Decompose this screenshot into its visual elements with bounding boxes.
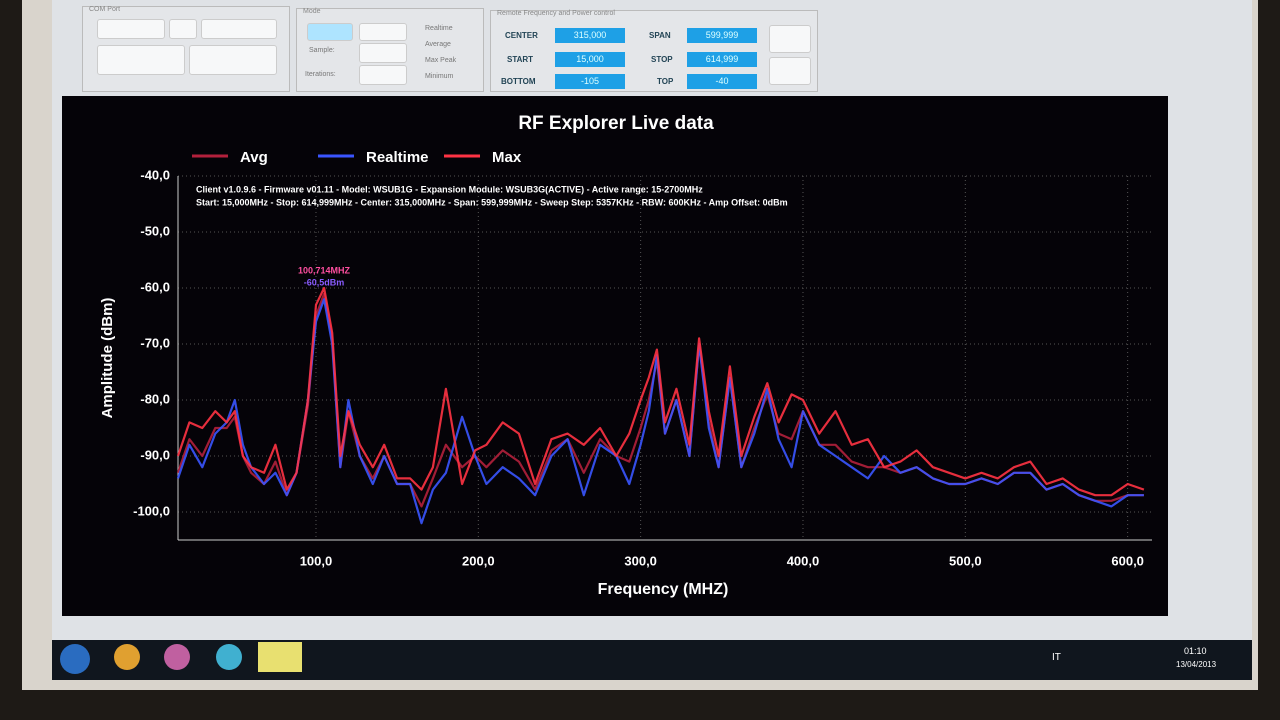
x-tick-label: 500,0 [949,553,982,568]
connect-button[interactable] [97,45,185,75]
annotation: Client v1.0.9.6 - Firmware v01.11 - Mode… [196,184,703,194]
clock-date: 13/04/2013 [1176,660,1217,669]
field-value[interactable]: -40 [687,74,757,89]
taskbar-icon[interactable] [164,644,190,670]
chart-background [62,96,1168,616]
peak-label: -60,5dBm [304,277,345,287]
legend-label: Avg [240,149,268,166]
field-label: START [507,55,534,64]
annotation: Start: 15,000MHz - Stop: 614,999MHz - Ce… [196,197,788,207]
start-button[interactable] [60,644,90,674]
y-tick-label: -100,0 [133,503,170,518]
x-tick-label: 100,0 [300,553,333,568]
group-title: COM Port [89,6,121,13]
iterations-input[interactable] [359,65,407,85]
field-label: BOTTOM [501,77,536,86]
speed-select[interactable] [169,19,197,39]
series-line [176,286,1145,497]
y-axis-label: Amplitude (dBm) [99,298,116,419]
taskbar: IT 01:10 13/04/2013 [52,640,1252,680]
chart-title: RF Explorer Live data [518,113,714,134]
field-label: STOP [651,55,673,64]
field-label: Iterations: [305,71,336,78]
port-select[interactable] [97,19,165,39]
mode-group: Mode Sample: Iterations: Realtime Averag… [296,8,484,92]
set-button[interactable] [769,57,811,85]
y-tick-label: -60,0 [140,279,170,294]
y-tick-label: -50,0 [140,223,170,238]
field-value[interactable]: 599,999 [687,28,757,43]
group-title: Mode [303,8,321,15]
set-button[interactable] [769,25,811,53]
checkbox[interactable]: Realtime [425,25,453,32]
x-tick-label: 200,0 [462,553,495,568]
y-tick-label: -90,0 [140,447,170,462]
mode-button[interactable] [307,23,353,41]
clock-time: 01:10 [1184,646,1207,656]
taskbar-icon[interactable] [216,644,242,670]
checkbox[interactable]: Average [425,41,451,48]
field-label: SPAN [649,31,671,40]
disconnect-button[interactable] [189,45,277,75]
x-tick-label: 300,0 [624,553,657,568]
frequency-group: Remote Frequency and Power control CENTE… [490,10,818,92]
field-label: Sample: [309,47,335,54]
mode-button[interactable] [359,23,407,41]
checkbox[interactable]: Max Peak [425,57,457,64]
field-label: TOP [657,77,674,86]
field-value[interactable]: 614,999 [687,52,757,67]
taskbar-icon[interactable] [114,644,140,670]
field-value[interactable]: 315,000 [555,28,625,43]
group-title: Remote Frequency and Power control [497,10,615,17]
sample-input[interactable] [359,43,407,63]
field-value[interactable]: -105 [555,74,625,89]
legend-label: Realtime [366,149,429,166]
com-port-group: COM Port [82,6,290,92]
y-tick-label: -70,0 [140,335,170,350]
x-tick-label: 600,0 [1111,553,1144,568]
x-axis-label: Frequency (MHZ) [598,581,729,598]
field-label: CENTER [505,31,538,40]
field-value[interactable]: 15,000 [555,52,625,67]
legend-label: Max [492,149,522,166]
y-tick-label: -40,0 [140,167,170,182]
taskbar-icon[interactable] [258,642,302,672]
checkbox[interactable]: Minimum [425,73,454,80]
y-tick-label: -80,0 [140,391,170,406]
x-tick-label: 400,0 [787,553,820,568]
refresh-button[interactable] [201,19,277,39]
peak-label: 100,714MHZ [298,265,351,275]
language: IT [1052,652,1061,663]
